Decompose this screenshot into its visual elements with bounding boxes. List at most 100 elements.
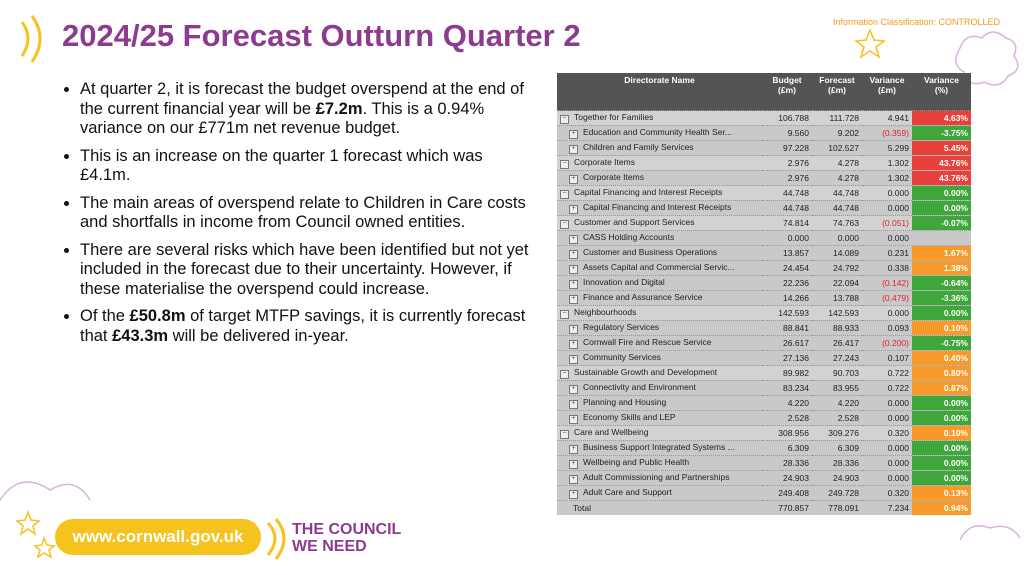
name-cell: − Together for Families (557, 110, 762, 126)
bullet-text: £50.8m (129, 307, 186, 325)
cell: 1.302 (862, 170, 912, 186)
cell-text: 0.000 (887, 233, 909, 243)
cell-text: Sustainable Growth and Development (574, 367, 718, 377)
bullet-text: Of the (80, 307, 130, 325)
cell: 74.763 (812, 215, 862, 231)
cell: (0.359) (862, 125, 912, 141)
cell-text: 83.234 (783, 383, 809, 393)
cell-text: Together for Families (574, 112, 654, 122)
table-row: + Connectivity and Environment 83.234 83.95… (557, 380, 971, 396)
cell-text: 778.091 (828, 503, 859, 513)
cell-text: 0.722 (887, 383, 909, 393)
table-row: + Wellbeing and Public Health 28.336 28.336… (557, 455, 971, 471)
cell: 0.00% (912, 200, 971, 216)
column-header: Variance (%) (912, 73, 971, 111)
cell-text: 106.788 (778, 113, 809, 123)
cell-text: 24.903 (783, 473, 809, 483)
expand-icon: + (569, 145, 578, 154)
expand-icon: − (560, 190, 569, 199)
cell: 0.00% (912, 410, 971, 426)
bullet-text: This is an increase on the quarter 1 for… (80, 146, 483, 185)
cell: 0.000 (862, 440, 912, 456)
cell: 0.722 (862, 365, 912, 381)
expand-icon: + (569, 250, 578, 259)
cell: 2.528 (762, 410, 812, 426)
expand-icon: + (569, 205, 578, 214)
expand-icon: − (560, 115, 569, 124)
cell-text: Adult Commissioning and Partnerships (583, 472, 730, 482)
table-row: + Regulatory Services 88.841 88.933 0.093 0.1… (557, 320, 971, 336)
cell-text: 142.593 (828, 308, 859, 318)
cell-text: 5.45% (943, 143, 968, 153)
expand-icon: + (569, 235, 578, 244)
bullet-text: There are several risks which have been … (80, 240, 529, 298)
cell: 4.941 (862, 110, 912, 126)
cell: 97.228 (762, 140, 812, 156)
bullet-text: At quarter 2, it is forecast the budget … (80, 80, 524, 118)
bullet-text: will be delivered in-year. (168, 326, 349, 345)
cell-text: 2.528 (787, 413, 809, 423)
cell-text: Corporate Items (574, 157, 635, 167)
cell: 0.00% (912, 185, 971, 201)
name-cell: − Care and Wellbeing (557, 425, 762, 441)
website-link[interactable]: www.cornwall.gov.uk (55, 519, 261, 555)
expand-icon: + (569, 280, 578, 289)
table-row: − Together for Families 106.788 111.728 4.94… (557, 110, 971, 126)
cell-text: 14.266 (783, 293, 809, 303)
table-row: + Adult Commissioning and Partnerships 24.… (557, 470, 971, 486)
cell: 0.000 (862, 200, 912, 216)
cell-text: 0.000 (887, 413, 909, 423)
cell: 0.80% (912, 365, 971, 381)
cell: 309.276 (812, 425, 862, 441)
title: 2024/25 Forecast Outturn Quarter 2 (62, 18, 581, 53)
cell: 83.955 (812, 380, 862, 396)
cell-text: 22.094 (833, 278, 859, 288)
expand-icon: + (569, 340, 578, 349)
cell-text: 0.94% (943, 503, 968, 513)
cell: 778.091 (812, 500, 862, 515)
cell: 4.278 (812, 170, 862, 186)
cell: 0.722 (862, 380, 912, 396)
cell: 44.748 (812, 200, 862, 216)
cell-text: (0.359) (882, 128, 909, 138)
cell-text: 22.236 (783, 278, 809, 288)
table-row: + Corporate Items 2.976 4.278 1.302 43.76% (557, 170, 971, 186)
table-row: + Adult Care and Support 249.408 249.728 0.3… (557, 485, 971, 501)
cell: 43.76% (912, 170, 971, 186)
cell-text: 28.336 (833, 458, 859, 468)
cell-text: Regulatory Services (583, 322, 660, 332)
cell: 26.417 (812, 335, 862, 351)
cell-text: 102.527 (828, 143, 859, 153)
cell: 28.336 (812, 455, 862, 471)
column-header: Variance (£m) (862, 73, 912, 111)
cell-text: 249.728 (828, 488, 859, 498)
cell: 14.266 (762, 290, 812, 306)
cell-text: 88.841 (783, 323, 809, 333)
cell-text: 0.000 (887, 203, 909, 213)
header-row: Directorate Name Budget (£m) Forecast (£m)… (557, 73, 971, 111)
cell: 89.982 (762, 365, 812, 381)
cell: 22.236 (762, 275, 812, 291)
table-row: − Customer and Support Services 74.814 74.7… (557, 215, 971, 231)
cell-text: 0.000 (887, 473, 909, 483)
cell: -0.07% (912, 215, 971, 231)
cell-text: 74.763 (833, 218, 859, 228)
name-cell: − Sustainable Growth and Development (557, 365, 762, 381)
cell-text: 0.00% (943, 413, 968, 423)
name-cell: − Corporate Items (557, 155, 762, 171)
cell-text: 0.338 (887, 263, 909, 273)
cell: 13.788 (812, 290, 862, 306)
cell-text: 0.00% (943, 308, 968, 318)
cell-text: 13.857 (783, 248, 809, 258)
cell: 0.107 (862, 350, 912, 366)
cell: 0.231 (862, 245, 912, 261)
cell-text: 24.903 (833, 473, 859, 483)
cell-text: 6.309 (787, 443, 809, 453)
name-cell: + Business Support Integrated Systems ... (557, 440, 762, 456)
cell: 26.617 (762, 335, 812, 351)
cell: (0.479) (862, 290, 912, 306)
cell: (0.051) (862, 215, 912, 231)
cell: 22.094 (812, 275, 862, 291)
